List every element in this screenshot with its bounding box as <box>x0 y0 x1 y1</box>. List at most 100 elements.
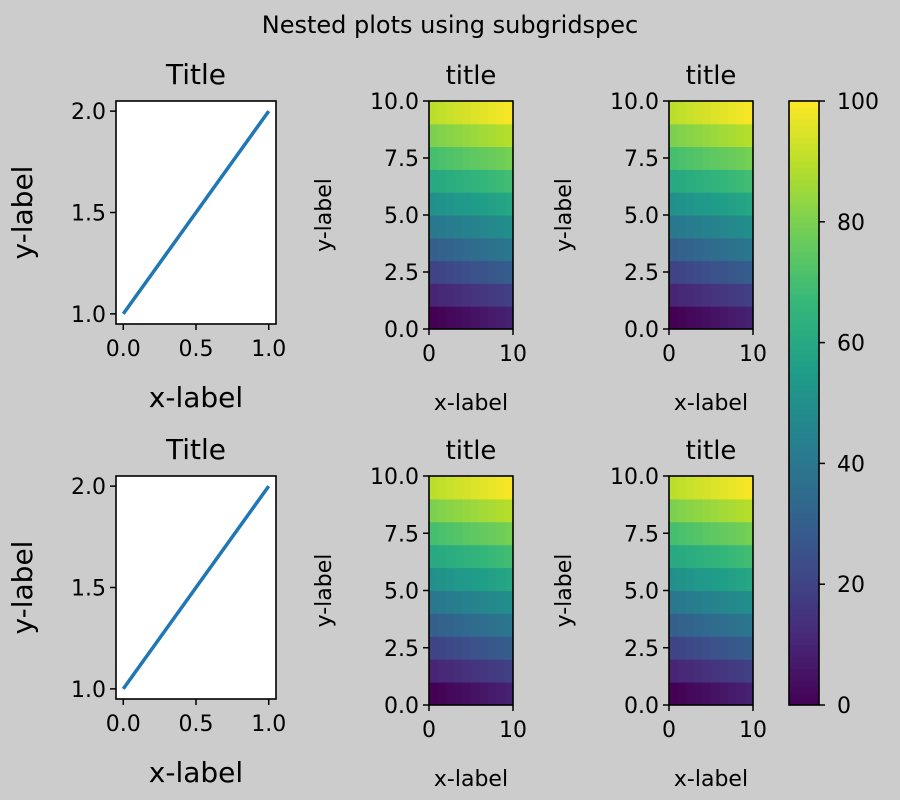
heatmap-cell <box>702 169 712 193</box>
colorbar-segment <box>789 457 819 464</box>
heatmap-cell <box>462 476 472 500</box>
heatmap-cell <box>445 237 455 262</box>
heatmap-cell <box>685 101 695 125</box>
heatmap-cell <box>462 567 472 591</box>
heatmap-cell <box>727 636 737 660</box>
heatmap-cell <box>487 101 497 125</box>
colorbar-segment <box>789 360 819 368</box>
heatmap-cell <box>719 498 729 523</box>
heatmap-cell <box>437 283 447 307</box>
x-tick-label: 10 <box>739 718 767 743</box>
x-tick-label: 0 <box>422 718 436 743</box>
heatmap-cell <box>471 283 480 307</box>
heatmap-cell <box>479 567 489 591</box>
heatmap-cell <box>462 123 472 148</box>
heatmap-cell <box>702 636 712 660</box>
heatmap-cell <box>479 521 489 546</box>
x-axis-label: x-label <box>434 391 508 416</box>
heatmap-cell <box>694 101 704 125</box>
heatmap-cell <box>711 476 720 500</box>
heatmap-cell <box>685 659 695 683</box>
heatmap-cell <box>736 306 746 330</box>
y-tick-label: 7.5 <box>384 147 419 172</box>
heatmap-cell <box>736 260 746 284</box>
heatmap-cell <box>711 123 720 148</box>
heatmap-cell <box>711 659 720 683</box>
x-tick-label: 10 <box>499 718 527 743</box>
heatmap-cell <box>479 636 489 660</box>
figure-title: Nested plots using subgridspec <box>262 11 639 39</box>
colorbar-segment <box>789 572 819 579</box>
heatmap-cell <box>462 521 472 546</box>
heatmap-cell <box>711 169 720 193</box>
colorbar-segment <box>789 523 819 531</box>
heatmap-cell <box>677 169 687 193</box>
heatmap-cell <box>727 306 737 330</box>
heatmap-cell <box>727 260 737 284</box>
heatmap-cell <box>736 659 746 683</box>
heatmap-cell <box>471 590 480 614</box>
heatmap-cell <box>487 659 497 683</box>
heatmap-cell <box>487 567 497 591</box>
heatmap-cell <box>471 659 480 683</box>
heatmap-cell <box>487 283 497 307</box>
heatmap-cell <box>479 682 489 706</box>
heatmap-cell <box>471 613 480 637</box>
heatmap-cell <box>496 306 506 330</box>
heatmap-cell <box>669 123 678 148</box>
heatmap-cell <box>454 682 464 706</box>
line-series <box>121 485 271 690</box>
heatmap-cell <box>462 544 472 569</box>
x-tick-label: 10 <box>739 342 767 367</box>
heatmap-cell <box>669 659 678 683</box>
heatmap-cell <box>429 237 438 262</box>
heatmap-cell <box>437 215 447 239</box>
heatmap-cell <box>685 146 695 170</box>
heatmap-cell <box>711 101 720 125</box>
heatmap-cell <box>496 215 506 239</box>
heatmap-cell <box>685 237 695 262</box>
heatmap-cell <box>479 659 489 683</box>
heatmap-cell <box>736 567 746 591</box>
heatmap-cell <box>471 636 480 660</box>
heatmap-cell <box>487 215 497 239</box>
heatmap-cell <box>744 567 754 591</box>
heatmap-cell <box>736 123 746 148</box>
heatmap-cell <box>429 146 438 170</box>
heatmap-cell <box>479 498 489 523</box>
heatmap-cell <box>677 283 687 307</box>
heatmap-cell <box>454 260 464 284</box>
heatmap-cell <box>429 476 438 500</box>
colorbar-segment <box>789 590 819 597</box>
colorbar-tick-label: 20 <box>837 573 865 598</box>
heatmap-cell <box>462 101 472 125</box>
colorbar-segment <box>789 463 819 470</box>
y-tick-label: 10.0 <box>370 90 419 115</box>
heatmap-cell <box>677 544 687 569</box>
heatmap-cell <box>702 682 712 706</box>
heatmap-cell <box>429 521 438 546</box>
heatmap-cell <box>744 123 754 148</box>
heatmap-cell <box>736 682 746 706</box>
y-tick-label: 1.5 <box>71 202 106 227</box>
heatmap-cell <box>429 659 438 683</box>
heatmap-cell <box>719 567 729 591</box>
heatmap-cell <box>685 544 695 569</box>
heatmap-cell <box>487 613 497 637</box>
heatmap-cell <box>719 544 729 569</box>
heatmap-cell <box>669 521 678 546</box>
heatmap-cell <box>496 636 506 660</box>
heatmap-cell <box>736 192 746 216</box>
subplot-title: title <box>446 61 497 91</box>
y-tick-label: 5.0 <box>624 580 659 605</box>
heatmap-cell <box>736 590 746 614</box>
colorbar-segment <box>789 330 819 338</box>
heatmap-cell <box>504 123 514 148</box>
colorbar-segment <box>789 167 819 174</box>
colorbar-segment <box>789 626 819 634</box>
colorbar-segment <box>789 306 819 313</box>
colorbar-segment <box>789 409 819 416</box>
heatmap-cell <box>437 306 447 330</box>
heatmap-cell <box>496 590 506 614</box>
